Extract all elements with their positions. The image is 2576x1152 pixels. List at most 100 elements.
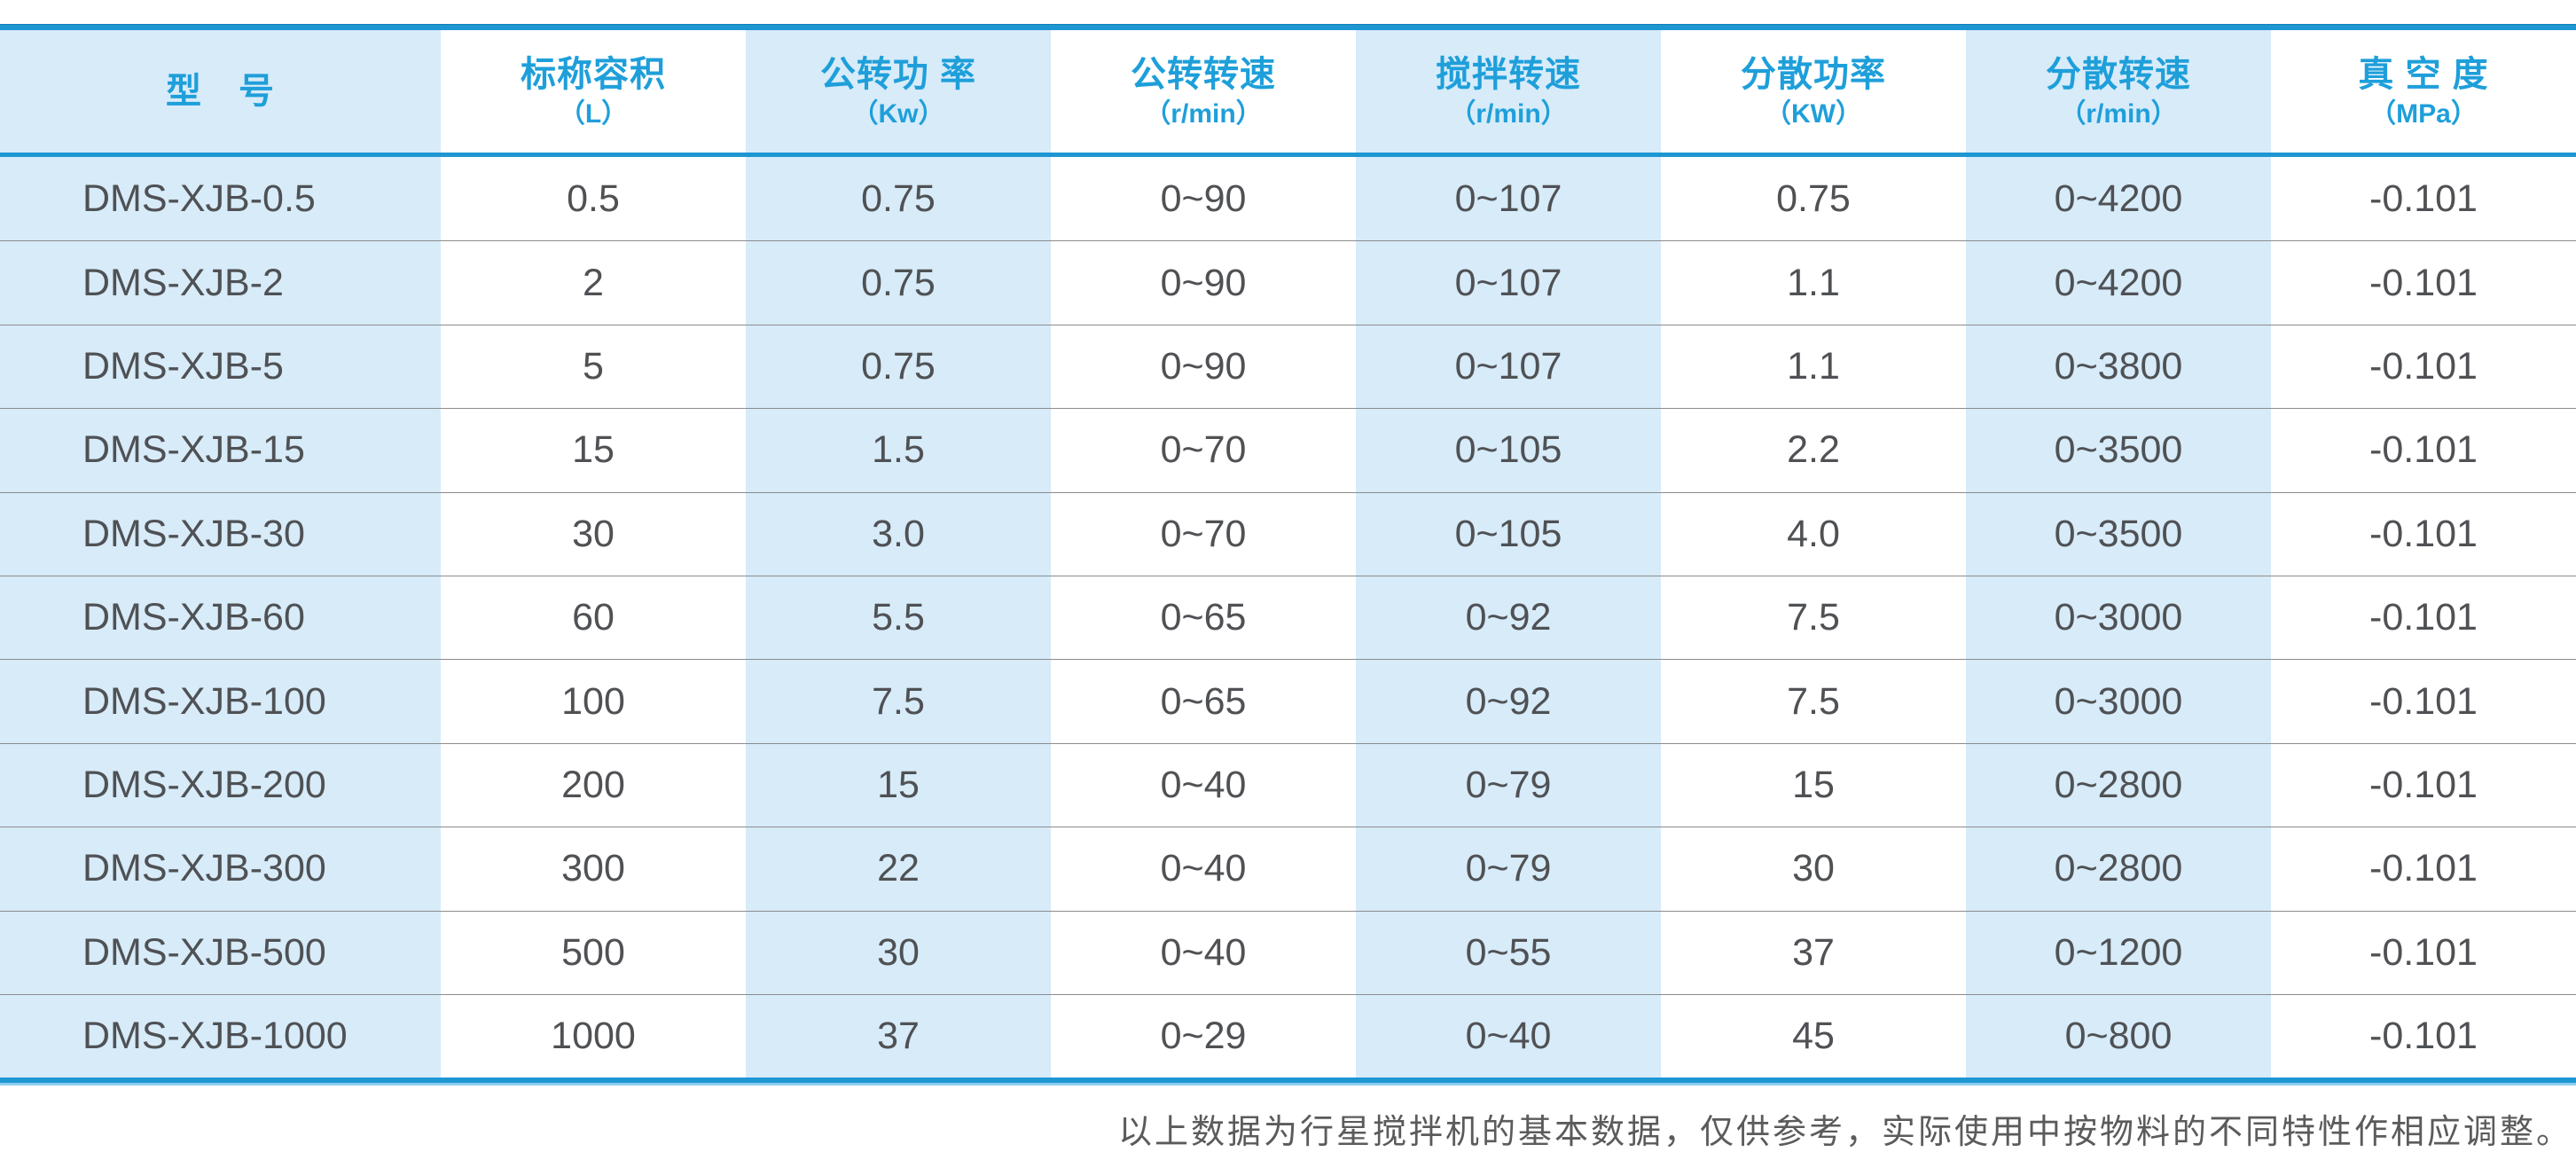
value-cell: 0~3500 bbox=[1966, 409, 2271, 492]
value-cell: 0~79 bbox=[1356, 827, 1661, 911]
table-row: DMS-XJB-15 15 1.5 0~70 0~105 2.2 0~3500 -0.101 bbox=[0, 408, 2576, 492]
value-cell: 0~107 bbox=[1356, 325, 1661, 409]
value-cell: 0~40 bbox=[1051, 911, 1356, 994]
value-cell: 0~107 bbox=[1356, 157, 1661, 241]
table-row: DMS-XJB-5 5 0.75 0~90 0~107 1.1 0~3800 -0.101 bbox=[0, 324, 2576, 409]
table-row: DMS-XJB-500 500 30 0~40 0~55 37 0~1200 -0.101 bbox=[0, 910, 2576, 994]
value-cell: 15 bbox=[746, 743, 1051, 827]
header-unit: （KW） bbox=[1765, 99, 1862, 129]
table-header-row: 型 号 标称容积 （L） 公转功 率 （Kw） 公转转速 （r/min） 搅拌转速 （r/min… bbox=[0, 30, 2576, 157]
value-cell: 2 bbox=[441, 241, 746, 325]
value-cell: -0.101 bbox=[2271, 576, 2576, 660]
value-cell: 1.1 bbox=[1661, 241, 1966, 325]
value-cell: 37 bbox=[746, 994, 1051, 1078]
header-title: 公转转速 bbox=[1131, 55, 1276, 94]
table-row: DMS-XJB-1000 1000 37 0~29 0~40 45 0~800 -0.101 bbox=[0, 993, 2576, 1078]
value-cell: 0.75 bbox=[746, 157, 1051, 241]
value-cell: 300 bbox=[441, 827, 746, 911]
value-cell: 1000 bbox=[441, 994, 746, 1078]
header-unit: （Kw） bbox=[851, 99, 945, 129]
model-cell: DMS-XJB-1000 bbox=[0, 994, 441, 1078]
table-row: DMS-XJB-2 2 0.75 0~90 0~107 1.1 0~4200 -0.101 bbox=[0, 240, 2576, 325]
model-cell: DMS-XJB-5 bbox=[0, 325, 441, 409]
value-cell: 0~2800 bbox=[1966, 743, 2271, 827]
value-cell: 100 bbox=[441, 660, 746, 743]
value-cell: 7.5 bbox=[1661, 660, 1966, 743]
value-cell: 0~4200 bbox=[1966, 157, 2271, 241]
value-cell: 0~92 bbox=[1356, 660, 1661, 743]
table-row: DMS-XJB-100 100 7.5 0~65 0~92 7.5 0~3000 -0.101 bbox=[0, 659, 2576, 743]
value-cell: 0~105 bbox=[1356, 409, 1661, 492]
header-title: 分散转速 bbox=[2046, 55, 2191, 94]
header-cell: 真 空 度 （MPa） bbox=[2271, 30, 2576, 153]
table-row: DMS-XJB-0.5 0.5 0.75 0~90 0~107 0.75 0~4200 -0.… bbox=[0, 157, 2576, 241]
value-cell: 4.0 bbox=[1661, 492, 1966, 576]
value-cell: 0~4200 bbox=[1966, 241, 2271, 325]
value-cell: 30 bbox=[1661, 827, 1966, 911]
value-cell: 0~70 bbox=[1051, 492, 1356, 576]
model-cell: DMS-XJB-2 bbox=[0, 241, 441, 325]
value-cell: -0.101 bbox=[2271, 911, 2576, 994]
value-cell: 3.0 bbox=[746, 492, 1051, 576]
model-cell: DMS-XJB-15 bbox=[0, 409, 441, 492]
value-cell: 30 bbox=[441, 492, 746, 576]
value-cell: -0.101 bbox=[2271, 994, 2576, 1078]
value-cell: -0.101 bbox=[2271, 409, 2576, 492]
value-cell: 0.75 bbox=[1661, 157, 1966, 241]
header-cell: 分散功率 （KW） bbox=[1661, 30, 1966, 153]
value-cell: 7.5 bbox=[1661, 576, 1966, 660]
header-title: 型 号 bbox=[166, 72, 275, 111]
value-cell: 0~92 bbox=[1356, 576, 1661, 660]
value-cell: 1.1 bbox=[1661, 325, 1966, 409]
value-cell: 500 bbox=[441, 911, 746, 994]
value-cell: 0.75 bbox=[746, 241, 1051, 325]
header-cell: 标称容积 （L） bbox=[441, 30, 746, 153]
value-cell: 0~90 bbox=[1051, 325, 1356, 409]
value-cell: -0.101 bbox=[2271, 743, 2576, 827]
value-cell: 0~90 bbox=[1051, 241, 1356, 325]
value-cell: -0.101 bbox=[2271, 157, 2576, 241]
header-unit: （r/min） bbox=[1144, 99, 1263, 129]
header-cell: 分散转速 （r/min） bbox=[1966, 30, 2271, 153]
model-cell: DMS-XJB-100 bbox=[0, 660, 441, 743]
value-cell: 0~40 bbox=[1051, 827, 1356, 911]
header-unit: （L） bbox=[558, 99, 629, 129]
value-cell: 0~90 bbox=[1051, 157, 1356, 241]
table-row: DMS-XJB-60 60 5.5 0~65 0~92 7.5 0~3000 -0.101 bbox=[0, 575, 2576, 660]
table-row: DMS-XJB-300 300 22 0~40 0~79 30 0~2800 -0.101 bbox=[0, 827, 2576, 911]
value-cell: 0~1200 bbox=[1966, 911, 2271, 994]
value-cell: 0~65 bbox=[1051, 576, 1356, 660]
model-cell: DMS-XJB-60 bbox=[0, 576, 441, 660]
header-cell: 型 号 bbox=[0, 30, 441, 153]
value-cell: 0~65 bbox=[1051, 660, 1356, 743]
value-cell: 0~800 bbox=[1966, 994, 2271, 1078]
table-row: DMS-XJB-30 30 3.0 0~70 0~105 4.0 0~3500 -0.101 bbox=[0, 491, 2576, 576]
value-cell: 1.5 bbox=[746, 409, 1051, 492]
header-cell: 公转功 率 （Kw） bbox=[746, 30, 1051, 153]
footer-note: 以上数据为行星搅拌机的基本数据，仅供参考，实际使用中按物料的不同特性作相应调整。 bbox=[1117, 1112, 2572, 1151]
value-cell: -0.101 bbox=[2271, 325, 2576, 409]
model-cell: DMS-XJB-0.5 bbox=[0, 157, 441, 241]
value-cell: 0.5 bbox=[441, 157, 746, 241]
value-cell: 0~70 bbox=[1051, 409, 1356, 492]
value-cell: 15 bbox=[441, 409, 746, 492]
value-cell: 0~107 bbox=[1356, 241, 1661, 325]
table-row: DMS-XJB-200 200 15 0~40 0~79 15 0~2800 -0.101 bbox=[0, 742, 2576, 827]
value-cell: -0.101 bbox=[2271, 492, 2576, 576]
value-cell: 30 bbox=[746, 911, 1051, 994]
value-cell: 0~3800 bbox=[1966, 325, 2271, 409]
value-cell: 0~55 bbox=[1356, 911, 1661, 994]
value-cell: 0~3000 bbox=[1966, 660, 2271, 743]
header-title: 搅拌转速 bbox=[1436, 55, 1581, 94]
value-cell: 5.5 bbox=[746, 576, 1051, 660]
value-cell: 5 bbox=[441, 325, 746, 409]
value-cell: 22 bbox=[746, 827, 1051, 911]
value-cell: 0~3500 bbox=[1966, 492, 2271, 576]
planetary-mixer-spec-table: 型 号 标称容积 （L） 公转功 率 （Kw） 公转转速 （r/min） 搅拌转速 （r/min… bbox=[0, 24, 2576, 1086]
header-cell: 搅拌转速 （r/min） bbox=[1356, 30, 1661, 153]
value-cell: 0~79 bbox=[1356, 743, 1661, 827]
value-cell: 200 bbox=[441, 743, 746, 827]
value-cell: 0~3000 bbox=[1966, 576, 2271, 660]
table-bottom-border bbox=[0, 1078, 2576, 1086]
